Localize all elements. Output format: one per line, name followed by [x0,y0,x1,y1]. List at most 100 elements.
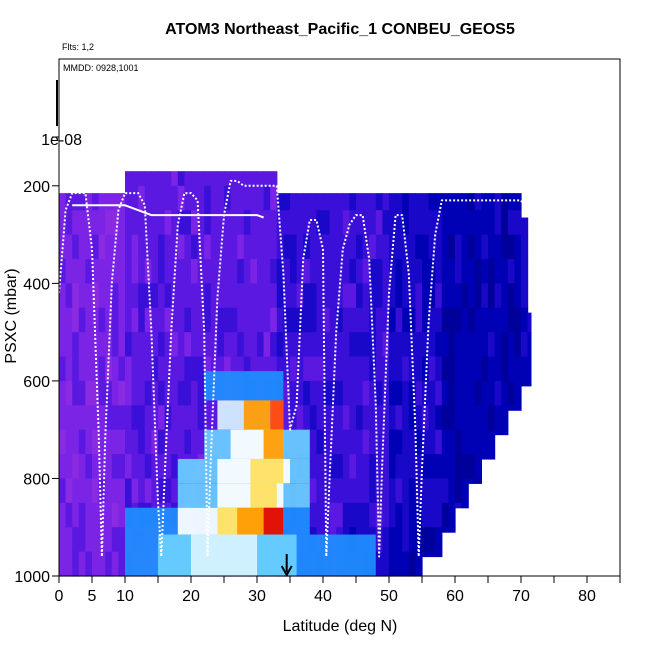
heatmap-cell [389,454,397,480]
heatmap-cell [197,307,205,333]
heatmap-cell [92,307,100,333]
heatmap-cell [257,210,265,236]
heatmap-cell [158,307,166,333]
heatmap-cell [342,193,350,211]
heatmap-cell [474,332,482,358]
heatmap-cell [356,210,364,236]
heatmap-cell [263,356,271,382]
heatmap-cell [92,405,100,431]
heatmap-cell [237,283,245,309]
heatmap-cell [296,234,304,260]
heatmap-cell [455,258,463,284]
heatmap-cell [78,356,86,382]
heatmap-cell [422,258,430,284]
x-tick-label: 40 [314,588,332,605]
heatmap-cell [342,234,350,260]
y-tick-label: 800 [23,471,50,488]
heatmap-cell [296,332,304,358]
heatmap-cell [422,210,430,236]
heatmap-cell [448,454,456,480]
heatmap-cell [329,380,337,406]
heatmap-cell [184,185,192,211]
heatmap-cell [250,307,258,333]
heatmap-cell [98,478,106,504]
heatmap-cell [118,527,126,553]
heatmap-cell [455,454,463,480]
heatmap-cell [177,283,185,309]
heatmap-cell [435,193,443,211]
heatmap-cell [309,405,317,431]
heatmap-cell [356,429,364,455]
heatmap-cell [375,307,383,333]
heatmap-cell [98,283,106,309]
heatmap-cell [131,234,139,260]
heatmap-cell [224,185,232,211]
heatmap-cell [151,258,159,284]
heatmap-cell [428,234,436,260]
heatmap-cell [474,234,482,260]
heatmap-cell [342,332,350,358]
heatmap-cell [270,258,278,284]
heatmap-cell [349,356,357,382]
heatmap-cell [494,234,502,260]
heatmap-cell [131,380,139,406]
heatmap-cell [395,502,403,528]
heatmap-cell [382,454,390,480]
heatmap-cell [441,478,449,504]
heatmap-cell [494,356,502,382]
heatmap-cell [303,332,311,358]
heatmap-cell [78,210,86,236]
heatmap-cell [527,332,532,358]
heatmap-cell [171,171,179,187]
heatmap-cell [111,193,119,211]
heatmap-cell [342,429,350,455]
heatmap-cell [488,454,496,460]
heatmap-hotspot [250,458,284,484]
heatmap-cell [230,356,238,382]
heatmap-cell [276,234,284,260]
axes: 0 5 10 20 30 40 50 60 70 80 200 400 600 800 1000 1e-08 [14,58,621,605]
heatmap-cell [507,332,515,358]
heatmap-cell [349,210,357,236]
heatmap-cell [309,332,317,358]
heatmap-cell [92,356,100,382]
heatmap-cell [158,171,166,187]
heatmap-cell [111,405,119,431]
heatmap-cell [389,527,397,553]
heatmap-cell [72,234,80,260]
heatmap-cell [336,429,344,455]
heatmap-cell [323,332,331,358]
heatmap-cell [138,307,146,333]
heatmap-cell [382,210,390,236]
heatmap-cell [402,210,410,236]
heatmap-cell [210,171,218,187]
heatmap-cell [369,478,377,504]
heatmap-cell [92,527,100,553]
heatmap-cell [78,193,86,211]
heatmap-cell [474,380,482,406]
heatmap-cell [184,380,192,406]
heatmap-cell [59,356,67,382]
heatmap-cell [481,307,489,333]
heatmap-cell [488,234,496,260]
heatmap-cell [455,283,463,309]
heatmap-cell [342,307,350,333]
heatmap-cell [395,332,403,358]
heatmap-cell [72,380,80,406]
heatmap-cell [224,307,232,333]
heatmap-cell [349,258,357,284]
heatmap-cell [131,210,139,236]
heatmap-cell [422,380,430,406]
heatmap-cell [356,193,364,211]
heatmap-cell [455,234,463,260]
heatmap-cell [402,502,410,528]
heatmap-cell [158,380,166,406]
heatmap-cell [329,356,337,382]
heatmap-cell [151,405,159,431]
heatmap-cell [184,283,192,309]
heatmap-cell [230,307,238,333]
heatmap-cell [118,454,126,480]
heatmap-cell [461,405,469,431]
heatmap-cell [349,307,357,333]
heatmap-cell [125,234,133,260]
